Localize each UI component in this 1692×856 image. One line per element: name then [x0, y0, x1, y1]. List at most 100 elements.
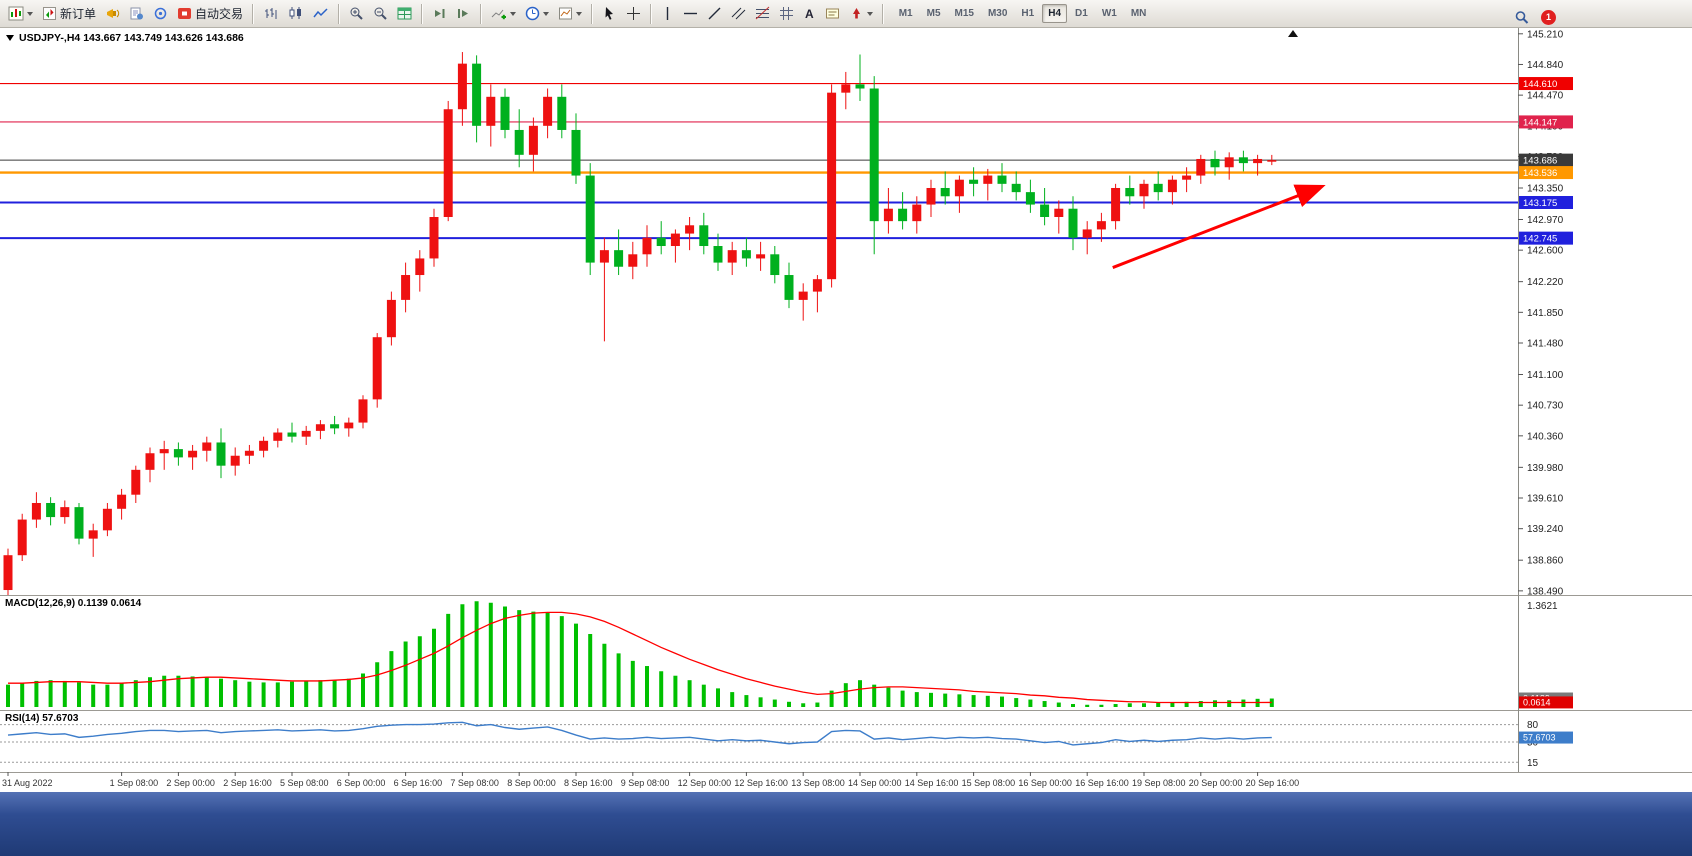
- zoom-out-button[interactable]: [369, 1, 392, 27]
- chart-window-menu-icon: [8, 6, 24, 21]
- auto-trading-label: 自动交易: [195, 7, 244, 21]
- timeframe-button-M30[interactable]: M30: [987, 8, 1008, 19]
- arrows-tool-button[interactable]: [845, 1, 877, 27]
- chart-shift-button[interactable]: [452, 1, 475, 27]
- cursor-icon: [605, 7, 614, 20]
- fibonacci-button[interactable]: [751, 1, 774, 27]
- text-tool-button[interactable]: A: [799, 1, 820, 27]
- timeframe-button-M5[interactable]: M5: [926, 8, 941, 19]
- horizontal-level-lines[interactable]: [0, 82, 1518, 240]
- svg-text:16 Sep 16:00: 16 Sep 16:00: [1075, 778, 1129, 788]
- new-order-button[interactable]: 新订单: [38, 1, 100, 27]
- crosshair-icon: [627, 7, 641, 20]
- candlesticks: [3, 52, 1277, 595]
- zoom-in-button[interactable]: [345, 1, 368, 27]
- templates-button[interactable]: [554, 1, 586, 27]
- svg-text:2 Sep 16:00: 2 Sep 16:00: [223, 778, 272, 788]
- svg-text:1 Sep 08:00: 1 Sep 08:00: [110, 778, 159, 788]
- svg-text:142.745: 142.745: [1523, 234, 1557, 245]
- trendline-button[interactable]: [703, 1, 726, 27]
- svg-text:143.175: 143.175: [1523, 198, 1557, 209]
- expert-advisors-button[interactable]: [149, 1, 172, 27]
- text-label-icon: [825, 8, 839, 19]
- notification-badge[interactable]: 1: [1541, 9, 1556, 25]
- channel-icon: [731, 7, 746, 20]
- svg-text:57.6703: 57.6703: [1523, 733, 1556, 743]
- search-button[interactable]: [1510, 4, 1533, 30]
- document-icon: [130, 7, 144, 20]
- channel-button[interactable]: [727, 1, 750, 27]
- rsi-indicator-label: RSI(14) 57.6703: [5, 713, 79, 724]
- svg-text:143.536: 143.536: [1523, 168, 1557, 179]
- panel-separators: [0, 28, 1692, 773]
- one-click-trading-icon[interactable]: [6, 35, 14, 41]
- svg-text:139.980: 139.980: [1527, 463, 1564, 474]
- periods-button[interactable]: [521, 1, 553, 27]
- svg-text:139.240: 139.240: [1527, 524, 1564, 535]
- new-order-label: 新订单: [60, 7, 97, 21]
- cursor-button[interactable]: [598, 1, 621, 27]
- svg-text:141.480: 141.480: [1527, 339, 1564, 350]
- tile-windows-button[interactable]: [393, 1, 416, 27]
- megaphone-button[interactable]: [101, 1, 124, 27]
- timeframe-button-H1[interactable]: H1: [1021, 8, 1035, 19]
- auto-trading-button[interactable]: 自动交易: [173, 1, 247, 27]
- chart-shift-icon: [458, 9, 469, 18]
- timeframe-button-M1[interactable]: M1: [898, 8, 913, 19]
- chevron-down-icon: [576, 12, 583, 19]
- vertical-line-button[interactable]: [657, 1, 678, 27]
- svg-text:8 Sep 00:00: 8 Sep 00:00: [507, 778, 556, 788]
- toolbar-separator: [650, 3, 653, 24]
- svg-text:142.600: 142.600: [1527, 246, 1564, 257]
- candle-chart-mode-button[interactable]: [284, 1, 308, 27]
- templates-icon: [559, 7, 573, 20]
- auto-scroll-button[interactable]: [428, 1, 451, 27]
- price-scale[interactable]: 145.210144.840144.470144.100143.730143.3…: [1518, 29, 1564, 597]
- svg-text:1.3621: 1.3621: [1527, 601, 1558, 612]
- svg-text:143.686: 143.686: [1523, 156, 1557, 167]
- svg-text:6 Sep 16:00: 6 Sep 16:00: [394, 778, 443, 788]
- svg-text:144.470: 144.470: [1527, 91, 1564, 102]
- vertical-line-icon: [666, 7, 669, 20]
- time-axis[interactable]: 31 Aug 2022 1 Sep 08:00 2 Sep 00:00 2 Sep 1…: [2, 772, 1299, 788]
- svg-text:139.610: 139.610: [1527, 494, 1564, 505]
- toolbar-right-group: 1: [1510, 4, 1556, 30]
- crosshair-button[interactable]: [622, 1, 645, 27]
- svg-text:138.860: 138.860: [1527, 556, 1564, 567]
- rsi-panel: 80501557.6703: [0, 720, 1573, 769]
- expert-advisors-icon: [154, 7, 167, 20]
- chart-shift-marker-icon[interactable]: [1288, 30, 1298, 37]
- indicators-button[interactable]: [487, 1, 520, 27]
- bar-chart-mode-button[interactable]: [259, 1, 283, 27]
- text-label-button[interactable]: [821, 1, 844, 27]
- line-chart-mode-button[interactable]: [309, 1, 333, 27]
- chart-ohlc-title: USDJPY-,H4 143.667 143.749 143.626 143.6…: [6, 32, 244, 44]
- report-document-button[interactable]: [125, 1, 148, 27]
- gann-grid-button[interactable]: [775, 1, 798, 27]
- svg-text:12 Sep 16:00: 12 Sep 16:00: [734, 778, 788, 788]
- chevron-down-icon: [866, 12, 873, 19]
- gann-grid-icon: [780, 7, 794, 20]
- new-order-icon: [43, 7, 56, 20]
- trend-arrow-annotation[interactable]: [1112, 184, 1326, 269]
- svg-text:7 Sep 08:00: 7 Sep 08:00: [450, 778, 499, 788]
- chevron-down-icon: [543, 12, 550, 19]
- svg-text:8 Sep 16:00: 8 Sep 16:00: [564, 778, 613, 788]
- fibonacci-icon: [755, 6, 770, 20]
- toolbar-separator: [421, 3, 424, 24]
- timeframe-button-D1[interactable]: D1: [1075, 8, 1088, 19]
- macd-indicator-label: MACD(12,26,9) 0.1139 0.0614: [5, 598, 142, 609]
- svg-text:5 Sep 08:00: 5 Sep 08:00: [280, 778, 329, 788]
- svg-text:144.840: 144.840: [1527, 60, 1564, 71]
- timeframe-button-H4[interactable]: H4: [1042, 4, 1068, 23]
- chart-window-menu-button[interactable]: [4, 1, 37, 27]
- search-icon: [1515, 10, 1529, 24]
- timeframe-button-M15[interactable]: M15: [954, 8, 974, 19]
- svg-text:142.220: 142.220: [1527, 277, 1564, 288]
- svg-text:14 Sep 00:00: 14 Sep 00:00: [848, 778, 902, 788]
- timeframe-button-MN[interactable]: MN: [1130, 8, 1147, 19]
- timeframe-button-W1[interactable]: W1: [1101, 8, 1117, 19]
- horizontal-line-button[interactable]: [679, 1, 702, 27]
